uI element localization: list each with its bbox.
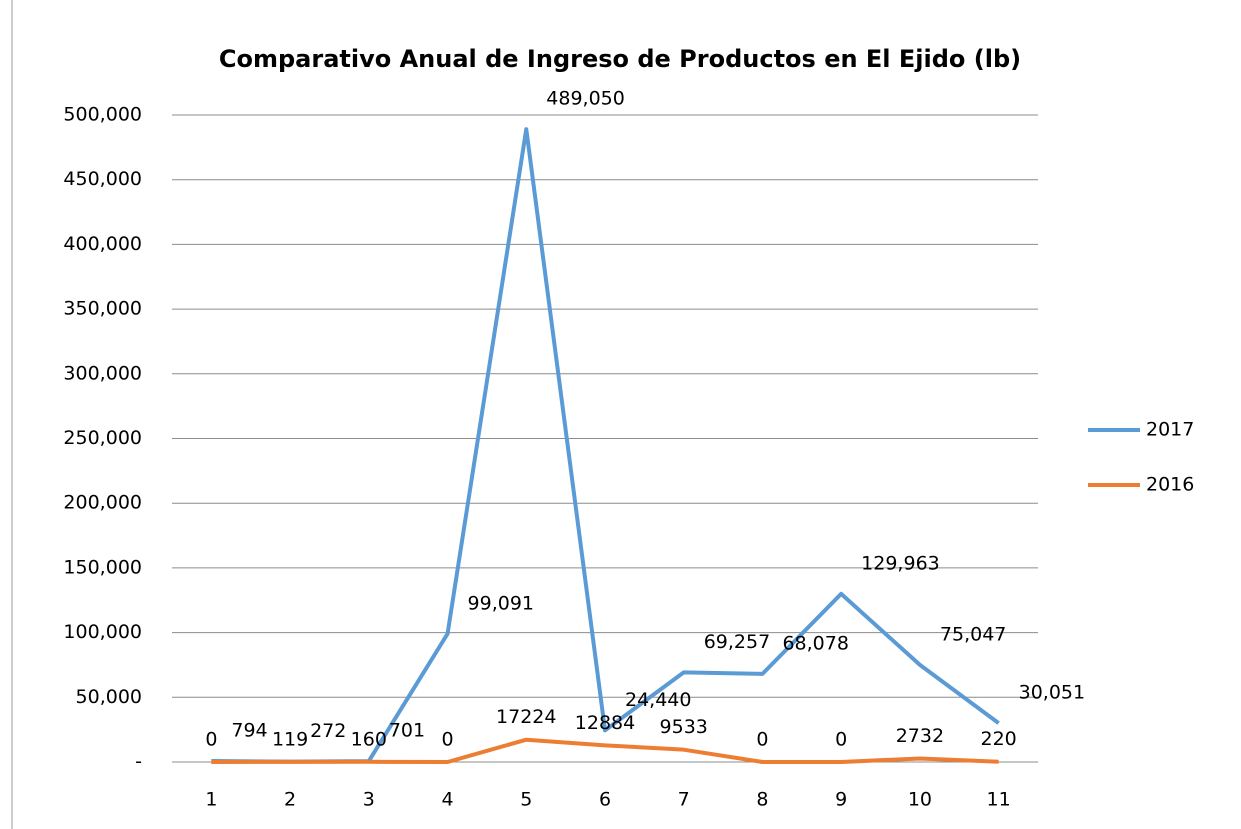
- chart-title: Comparativo Anual de Ingreso de Producto…: [219, 45, 1021, 73]
- x-tick-label: 1: [205, 789, 217, 811]
- x-tick-label: 2: [284, 789, 296, 811]
- data-label: 0: [835, 729, 847, 751]
- series-line: [211, 737, 999, 764]
- y-tick-label: 250,000: [63, 427, 142, 449]
- data-label: 99,091: [468, 592, 534, 614]
- data-label: 794: [231, 719, 267, 741]
- y-tick-label: 200,000: [63, 492, 142, 514]
- x-tick-label: 5: [520, 789, 532, 811]
- x-tick-label: 9: [835, 789, 847, 811]
- x-tick-label: 11: [987, 789, 1011, 811]
- y-tick-label: 300,000: [63, 362, 142, 384]
- y-tick-label: -: [135, 751, 142, 773]
- data-label: 24,440: [625, 689, 691, 711]
- data-label: 701: [389, 720, 425, 742]
- data-label: 30,051: [1019, 682, 1085, 704]
- x-tick-label: 10: [908, 789, 932, 811]
- x-tick-label: 8: [756, 789, 768, 811]
- x-tick-label: 3: [363, 789, 375, 811]
- data-label: 160: [351, 728, 387, 750]
- y-tick-label: 350,000: [63, 298, 142, 320]
- data-label: 0: [205, 729, 217, 751]
- data-label: 12884: [575, 712, 635, 734]
- data-label: 0: [756, 729, 768, 751]
- data-label: 75,047: [940, 623, 1006, 645]
- data-label: 69,257: [704, 631, 770, 653]
- y-tick-label: 500,000: [63, 104, 142, 126]
- data-label: 17224: [496, 706, 556, 728]
- series-line: [211, 127, 1000, 764]
- y-tick-label: 100,000: [63, 621, 142, 643]
- y-tick-label: 450,000: [63, 168, 142, 190]
- data-label: 220: [981, 728, 1017, 750]
- data-label: 129,963: [861, 552, 940, 574]
- data-label: 272: [310, 720, 346, 742]
- legend-label: 2016: [1146, 474, 1194, 496]
- data-label: 9533: [660, 716, 708, 738]
- x-tick-label: 4: [441, 789, 453, 811]
- y-tick-label: 50,000: [76, 686, 142, 708]
- y-tick-label: 150,000: [63, 556, 142, 578]
- y-tick-label: 400,000: [63, 233, 142, 255]
- data-label: 119: [272, 728, 308, 750]
- data-label: 68,078: [782, 632, 848, 654]
- data-label: 2732: [896, 725, 944, 747]
- x-tick-label: 7: [678, 789, 690, 811]
- data-label: 489,050: [546, 88, 625, 110]
- x-tick-label: 6: [599, 789, 611, 811]
- data-label: 0: [441, 729, 453, 751]
- legend-label: 2017: [1146, 419, 1194, 441]
